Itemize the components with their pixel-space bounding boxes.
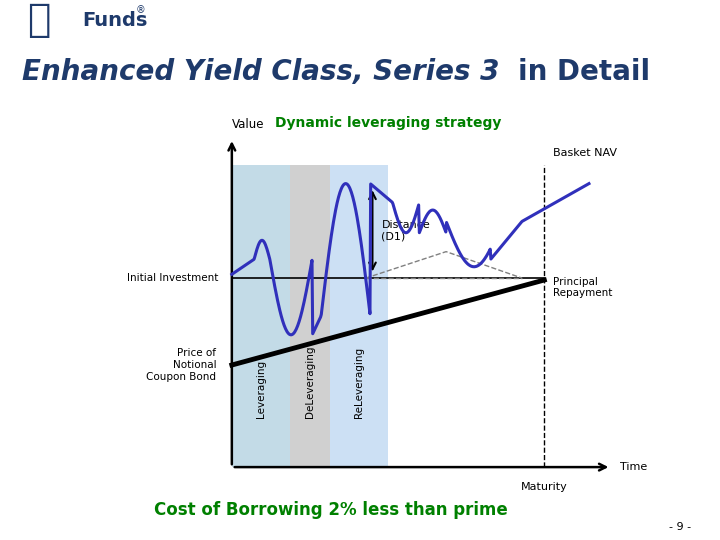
- Text: ReLeveraging: ReLeveraging: [354, 347, 364, 418]
- Text: - 9 -: - 9 -: [669, 522, 691, 532]
- Text: ®: ®: [136, 5, 146, 15]
- Bar: [290, 165, 330, 467]
- Text: Ⓒ: Ⓒ: [27, 1, 50, 39]
- Bar: [330, 165, 388, 467]
- Text: Price of
Notional
Coupon Bond: Price of Notional Coupon Bond: [146, 348, 216, 382]
- Text: Time: Time: [620, 462, 647, 472]
- Text: Enhanced Yield Class, Series 3: Enhanced Yield Class, Series 3: [22, 58, 508, 85]
- Text: Initial Investment: Initial Investment: [127, 273, 218, 283]
- Text: Dynamic leveraging strategy: Dynamic leveraging strategy: [275, 116, 501, 130]
- Text: Maturity: Maturity: [521, 482, 567, 492]
- Text: DeLeveraging: DeLeveraging: [305, 346, 315, 418]
- Bar: [232, 165, 290, 467]
- Text: Funds: Funds: [82, 11, 148, 30]
- Text: Principal
Repayment: Principal Repayment: [553, 276, 613, 298]
- Text: Basket NAV: Basket NAV: [553, 148, 617, 158]
- Text: Value: Value: [232, 118, 264, 131]
- Text: Distance
(D1): Distance (D1): [382, 220, 430, 242]
- Text: Leveraging: Leveraging: [256, 360, 266, 418]
- Text: in Detail: in Detail: [518, 58, 651, 85]
- Text: Cost of Borrowing 2% less than prime: Cost of Borrowing 2% less than prime: [154, 501, 508, 519]
